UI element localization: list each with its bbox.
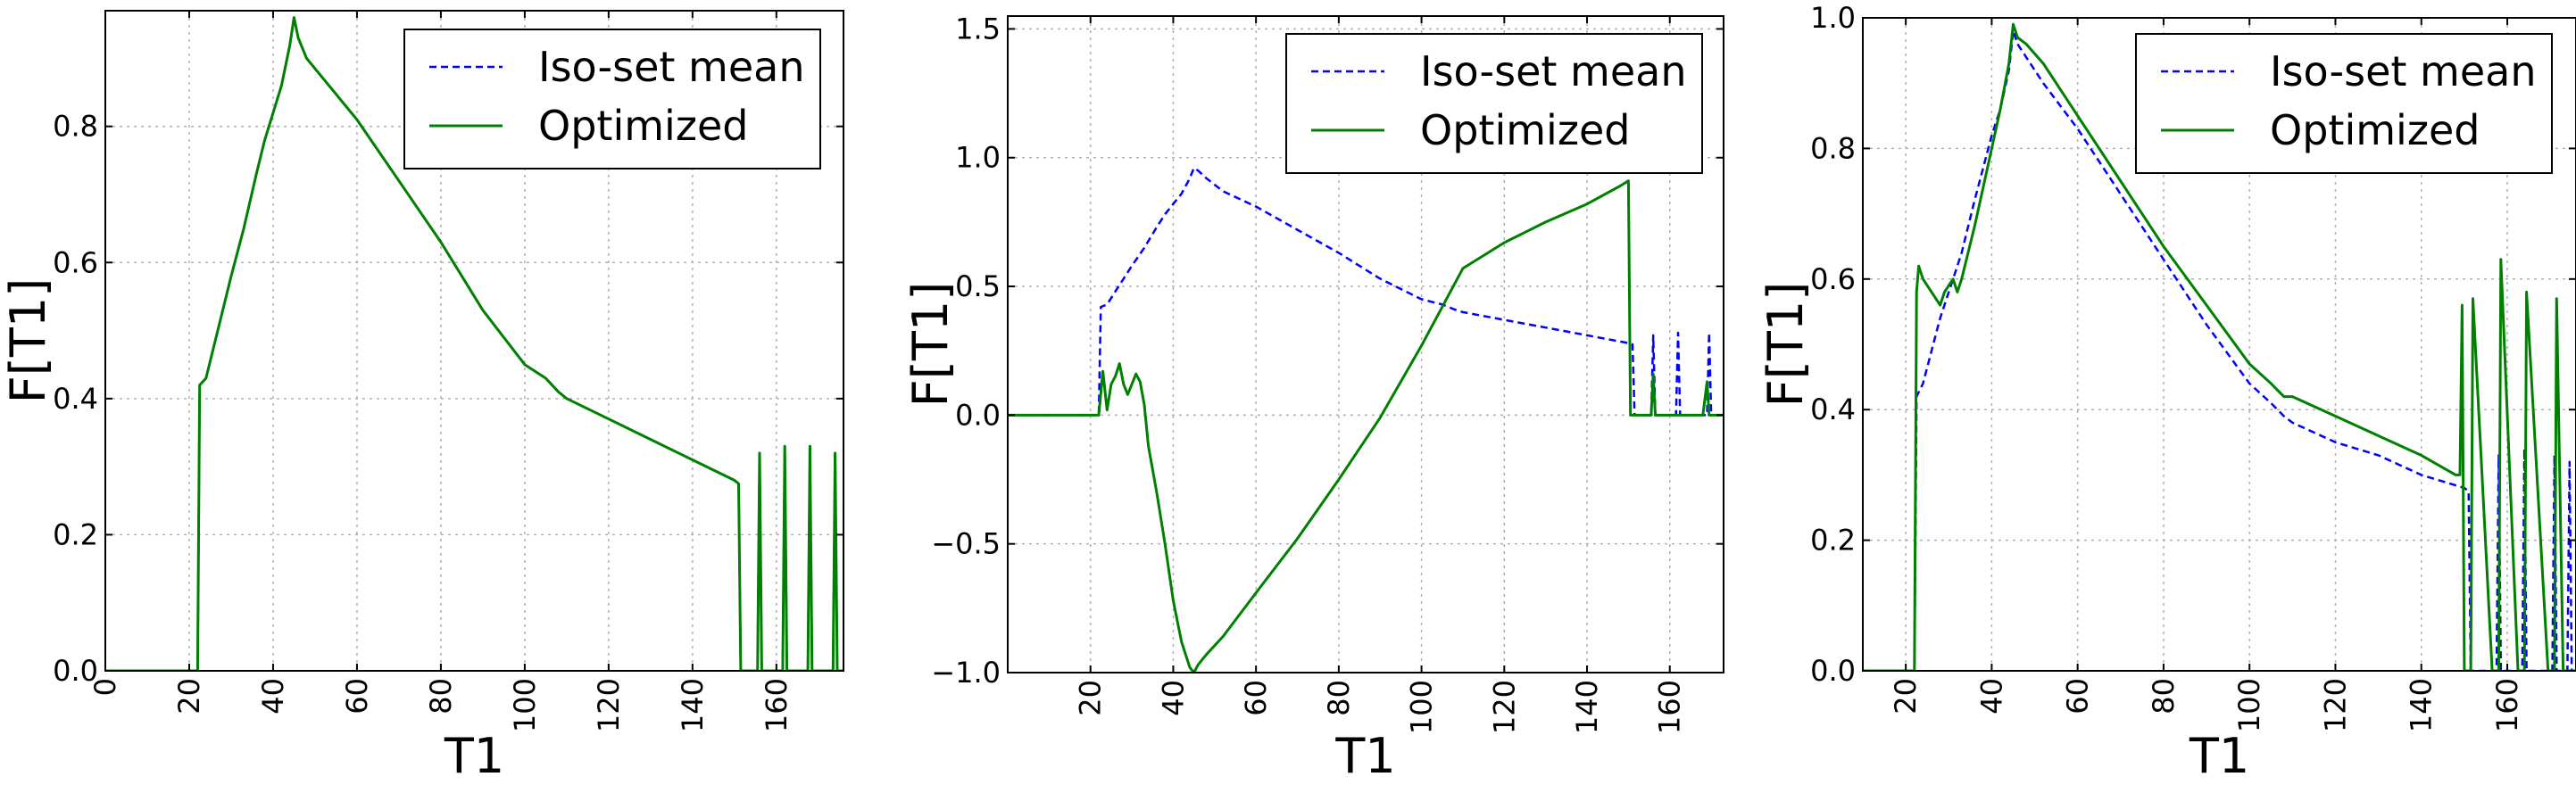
x-tick-label: 40 — [256, 678, 290, 715]
legend-box — [2135, 33, 2553, 174]
x-tick-label: 160 — [1653, 680, 1687, 734]
y-tick-label: 0.6 — [53, 245, 98, 279]
y-tick-label: 0.6 — [1810, 262, 1856, 296]
x-tick-label: 20 — [1074, 680, 1108, 716]
y-tick-label: −1.0 — [931, 656, 1001, 690]
y-tick-label: 1.5 — [955, 12, 1001, 45]
legend: Iso-set mean Optimized — [2135, 33, 2553, 174]
x-tick-label: 140 — [1570, 680, 1604, 734]
x-tick-label: 80 — [1322, 680, 1356, 716]
series-line-iso-set-mean — [1863, 29, 2576, 671]
series-line-optimized — [1008, 179, 1724, 673]
x-tick-label: 140 — [2405, 678, 2439, 732]
x-tick-label: 80 — [424, 678, 458, 715]
x-tick-label: 20 — [172, 678, 206, 715]
x-axis-label: T1 — [444, 728, 504, 784]
legend-box — [403, 29, 821, 169]
x-tick-label: 120 — [592, 678, 626, 732]
chart-panel-2: 20 40 60 80 100 120 140 160 −1.0 −0.5 0.0 0.5 1.0 1.5… — [902, 12, 1724, 784]
x-axis-label: T1 — [1334, 728, 1395, 784]
y-axis-label: F[T1] — [1757, 282, 1814, 408]
x-tick-label: 100 — [1405, 680, 1439, 734]
legend-label-optimized: Optimized — [538, 102, 748, 150]
legend: Iso-set mean Optimized — [1285, 33, 1703, 174]
legend: Iso-set mean Optimized — [403, 29, 821, 169]
x-tick-label: 120 — [1487, 680, 1521, 734]
chart-panel-1: 0 20 40 60 80 100 120 140 160 0.0 0.2 0.4 0.6 0.8 T1 F[… — [0, 10, 844, 784]
y-tick-label: 0.0 — [955, 398, 1001, 432]
y-axis-label: F[T1] — [902, 282, 959, 408]
x-tick-label: 40 — [1156, 680, 1190, 716]
legend-label-iso-set-mean: Iso-set mean — [2270, 47, 2537, 95]
y-tick-label: 0.4 — [53, 382, 98, 416]
x-tick-label: 140 — [676, 678, 710, 732]
y-tick-label: 1.0 — [955, 141, 1001, 175]
x-axis-label: T1 — [2189, 728, 2249, 784]
y-tick-label: 0.2 — [53, 517, 98, 551]
chart-panel-3: 20 40 60 80 100 120 140 160 0.0 0.2 0.4 0.6 0.8 1.0 T1… — [1757, 1, 2576, 784]
legend-label-optimized: Optimized — [1420, 106, 1630, 154]
x-tick-label: 60 — [2061, 678, 2095, 715]
legend-label-optimized: Optimized — [2270, 106, 2480, 154]
x-tick-label: 20 — [1889, 678, 1923, 715]
y-tick-label: 0.8 — [53, 110, 98, 144]
plot-frame — [1862, 17, 2576, 672]
y-tick-label: 0.0 — [53, 654, 98, 688]
x-tick-label: 80 — [2147, 678, 2181, 715]
x-tick-label: 100 — [508, 678, 542, 732]
x-tick-label: 60 — [340, 678, 374, 715]
y-tick-label: 0.2 — [1810, 524, 1856, 558]
series-line-optimized — [1863, 22, 2576, 671]
x-tick-label: 60 — [1239, 680, 1273, 716]
legend-box — [1285, 33, 1703, 174]
series-line-optimized — [105, 16, 843, 671]
y-tick-label: 0.5 — [955, 269, 1001, 303]
x-tick-label: 0 — [88, 678, 122, 696]
y-axis-label: F[T1] — [0, 278, 56, 404]
legend-label-iso-set-mean: Iso-set mean — [1420, 47, 1687, 95]
y-tick-label: 0.0 — [1810, 654, 1856, 688]
x-tick-label: 120 — [2318, 678, 2352, 732]
y-tick-label: 0.8 — [1810, 131, 1856, 165]
x-tick-label: 160 — [760, 678, 794, 732]
plot-frame — [104, 10, 844, 672]
plot-frame — [1007, 15, 1724, 673]
x-tick-label: 40 — [1974, 678, 2008, 715]
y-tick-label: −0.5 — [931, 527, 1001, 561]
y-tick-label: 1.0 — [1810, 1, 1856, 35]
y-tick-label: 0.4 — [1810, 392, 1856, 426]
x-tick-label: 100 — [2232, 678, 2266, 732]
x-tick-label: 160 — [2490, 678, 2524, 732]
legend-label-iso-set-mean: Iso-set mean — [538, 43, 805, 91]
